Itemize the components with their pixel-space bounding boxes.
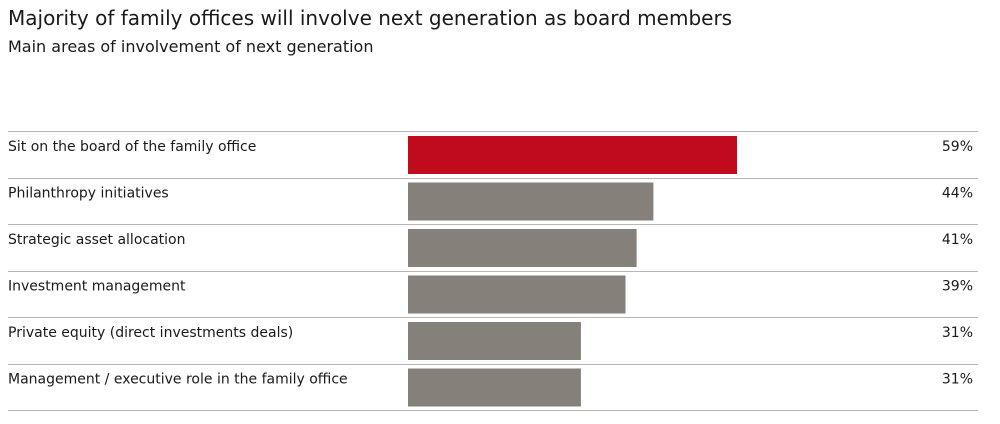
value-label: 59% bbox=[942, 139, 973, 155]
value-label: 39% bbox=[942, 279, 973, 295]
category-label: Investment management bbox=[8, 279, 186, 295]
bar bbox=[408, 229, 637, 267]
category-label: Management / executive role in the famil… bbox=[8, 372, 348, 388]
value-label: 44% bbox=[942, 186, 973, 202]
bar bbox=[408, 136, 737, 174]
bar bbox=[408, 275, 626, 314]
value-label: 31% bbox=[942, 325, 973, 341]
chart-title: Majority of family offices will involve … bbox=[8, 6, 733, 30]
value-label: 31% bbox=[942, 372, 973, 388]
chart-rows: Sit on the board of the family office 59%… bbox=[8, 131, 978, 411]
category-label: Private equity (direct investments deals… bbox=[8, 325, 293, 341]
category-label: Strategic asset allocation bbox=[8, 232, 185, 248]
value-label: 41% bbox=[942, 232, 973, 248]
chart-subtitle: Main areas of involvement of next genera… bbox=[8, 37, 374, 56]
bar bbox=[408, 322, 581, 360]
bar bbox=[408, 368, 581, 407]
category-label: Philanthropy initiatives bbox=[8, 186, 169, 202]
category-label: Sit on the board of the family office bbox=[8, 139, 256, 155]
bar bbox=[408, 182, 654, 221]
